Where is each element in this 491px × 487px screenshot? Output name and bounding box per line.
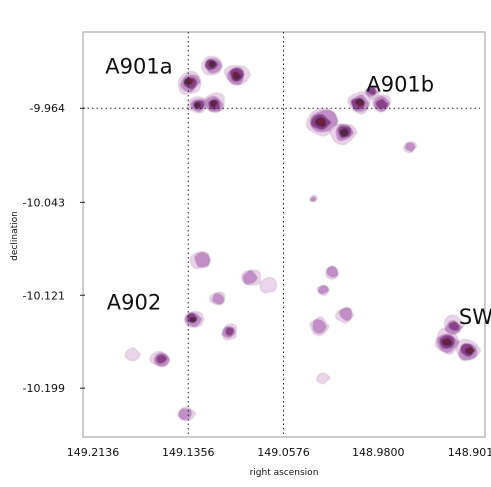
mass-peak [372, 94, 391, 113]
contour-level [225, 327, 234, 336]
mass-peak [201, 56, 223, 76]
mass-peak [306, 108, 339, 137]
y-tick-label: -10.121 [23, 289, 65, 302]
contour-level [339, 307, 352, 321]
mass-peak [444, 314, 465, 335]
y-axis: -9.964 -10.043 -10.121 -10.199 [23, 102, 65, 395]
mass-peak [149, 351, 170, 367]
x-tick-label: 149.2136 [67, 446, 120, 459]
mass-peak [241, 270, 261, 286]
x-tick-label: 149.0576 [257, 446, 310, 459]
x-tick-label: 148.9800 [352, 446, 405, 459]
contour-level [375, 98, 389, 109]
contour-level [212, 293, 225, 305]
contour-level [326, 266, 338, 278]
mass-peak [403, 141, 417, 154]
mass-peak [316, 372, 331, 384]
mass-peak [434, 328, 460, 355]
contour-level [232, 71, 238, 77]
contour-level [310, 196, 317, 202]
cluster-labels: A901a A901b A902 SW [105, 55, 491, 329]
mass-peak [329, 123, 358, 145]
cluster-label: A902 [107, 291, 161, 315]
contour-level [212, 101, 218, 106]
mass-peak [189, 251, 211, 269]
contour-level [448, 321, 460, 331]
mass-contours [125, 56, 481, 422]
mass-peak [335, 307, 355, 324]
mass-peak [325, 265, 339, 280]
contour-level [312, 319, 327, 334]
cluster-label: A901b [366, 73, 434, 97]
mass-peak [177, 406, 197, 422]
mass-peak [309, 316, 330, 336]
mass-peak [187, 96, 207, 114]
cluster-label: SW [459, 305, 491, 329]
y-tick-label: -10.043 [23, 196, 65, 209]
contour-level [444, 337, 450, 344]
mass-peak [347, 91, 371, 115]
y-tick-label: -9.964 [30, 102, 65, 115]
contour-level [318, 285, 330, 294]
contour-level [156, 354, 168, 364]
contour-level [189, 78, 195, 84]
mass-peak [365, 85, 381, 100]
x-tick-label: 149.1356 [162, 446, 215, 459]
contour-level [318, 118, 325, 126]
cluster-label: A901a [105, 55, 172, 79]
mass-peak [221, 323, 237, 341]
mass-peak [223, 65, 251, 86]
y-tick-label: -10.199 [23, 382, 65, 395]
contour-level [125, 347, 141, 361]
mass-peak [204, 92, 225, 113]
grid-lines [80, 32, 480, 437]
contour-level [339, 128, 349, 138]
mass-peak [178, 71, 202, 95]
x-axis: 149.2136 149.1356 149.0576 148.9800 148.… [67, 446, 491, 459]
contour-level [178, 408, 192, 420]
contour-level [242, 270, 258, 285]
contour-level [467, 348, 473, 354]
contour-level [208, 60, 217, 69]
x-axis-label: right ascension [250, 468, 319, 478]
mass-peak [456, 339, 481, 361]
contour-level [357, 102, 363, 107]
mass-peak [259, 277, 277, 293]
mass-peak [209, 291, 225, 305]
contour-level [259, 277, 277, 293]
contour-level [193, 101, 202, 109]
y-axis-label: declination [10, 211, 20, 261]
x-tick-label: 148.9016 [448, 446, 491, 459]
mass-peak [316, 284, 330, 296]
contour-level [194, 252, 211, 268]
contour-level [405, 142, 416, 152]
mass-peak [125, 347, 141, 361]
mass-peak [309, 194, 319, 202]
contour-level [189, 316, 197, 323]
mass-peak [184, 311, 205, 328]
contour-level [316, 372, 331, 384]
contour-level [367, 87, 376, 96]
